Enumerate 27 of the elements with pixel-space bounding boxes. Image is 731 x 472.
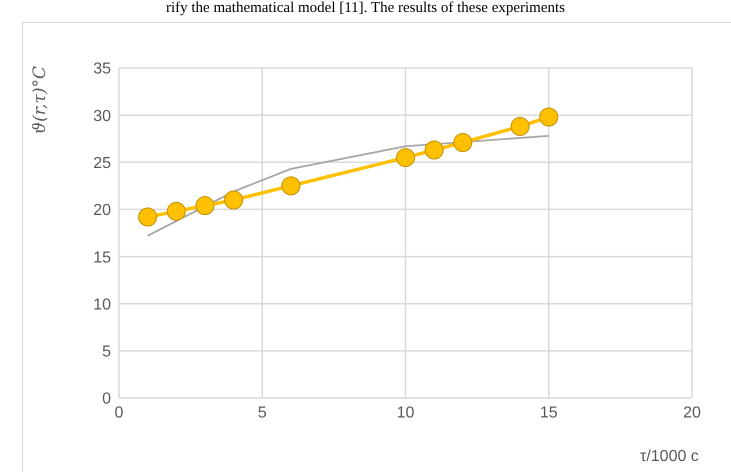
x-tick-label: 0 [114, 404, 124, 422]
y-tick-label: 10 [93, 296, 112, 314]
x-tick-label: 15 [540, 404, 558, 422]
y-tick-label: 25 [93, 154, 112, 172]
line-series [146, 134, 550, 237]
point [138, 207, 158, 226]
point [539, 108, 558, 127]
y-tick-label: 15 [93, 249, 112, 266]
point [166, 202, 186, 221]
text: rify the mathematical model [11]. The results of these experiments [164, 0, 566, 17]
y-tick-label: 35 [93, 60, 112, 78]
x-tick-label: 10 [396, 404, 414, 422]
point [396, 148, 415, 168]
y-tick-label: 30 [93, 108, 112, 125]
point [195, 196, 214, 216]
y-tick-label: 20 [93, 202, 112, 220]
x-axis-title: τ/1000 c [640, 448, 699, 466]
point [453, 132, 472, 152]
point [510, 116, 530, 136]
point [424, 140, 444, 160]
x-tick-label: 20 [683, 404, 701, 422]
y-axis-title: ϑ(r,τ)°C [30, 66, 50, 134]
point [224, 190, 244, 210]
x-tick-label: 5 [258, 404, 267, 422]
y-tick-label: 5 [102, 344, 112, 361]
y-tick-label: 0 [102, 390, 112, 408]
point [281, 176, 300, 196]
